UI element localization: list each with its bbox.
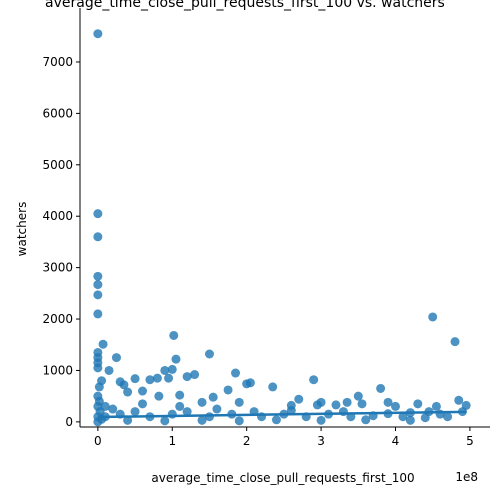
point xyxy=(294,394,304,404)
point xyxy=(145,375,155,385)
regression-line xyxy=(97,410,467,419)
y-tick-label: 6000 xyxy=(42,106,73,120)
point xyxy=(175,401,185,411)
point xyxy=(167,364,177,374)
point xyxy=(376,383,386,393)
point xyxy=(152,373,162,383)
point xyxy=(197,397,207,407)
point xyxy=(454,395,464,405)
point xyxy=(342,397,352,407)
point xyxy=(383,397,393,407)
x-tick-label: 5 xyxy=(466,434,474,448)
point xyxy=(93,271,103,281)
point xyxy=(93,29,103,39)
x-tick-label: 0 xyxy=(94,434,102,448)
y-tick-label: 4000 xyxy=(42,209,73,223)
point xyxy=(413,399,423,409)
point xyxy=(223,385,233,395)
point xyxy=(431,401,441,411)
point xyxy=(169,330,179,340)
point xyxy=(93,417,103,427)
point xyxy=(123,415,133,425)
point xyxy=(104,365,114,375)
point xyxy=(234,397,244,407)
point xyxy=(182,407,192,417)
point xyxy=(286,406,296,416)
point xyxy=(245,378,255,388)
point xyxy=(361,415,371,425)
point xyxy=(443,412,453,422)
point xyxy=(160,365,170,375)
y-tick-label: 0 xyxy=(65,415,73,429)
point xyxy=(93,363,103,373)
point xyxy=(93,391,103,401)
point xyxy=(154,391,164,401)
point xyxy=(164,373,174,383)
point xyxy=(171,354,181,364)
point xyxy=(190,370,200,380)
x-offset-label: 1e8 xyxy=(455,470,478,484)
point xyxy=(390,401,400,411)
y-axis-label: watchers xyxy=(15,202,29,257)
point xyxy=(93,309,103,319)
point xyxy=(405,415,415,425)
point xyxy=(93,290,103,300)
point xyxy=(111,353,121,363)
point xyxy=(108,404,118,414)
point xyxy=(175,390,185,400)
point xyxy=(182,372,192,382)
point xyxy=(197,415,207,425)
y-tick-label: 1000 xyxy=(42,363,73,377)
y-tick-label: 3000 xyxy=(42,261,73,275)
point xyxy=(331,400,341,410)
point xyxy=(428,312,438,322)
point xyxy=(316,397,326,407)
x-axis-label: average_time_close_pull_requests_first_1… xyxy=(151,471,414,485)
point xyxy=(398,412,408,422)
point xyxy=(98,339,108,349)
point xyxy=(93,401,103,411)
chart-title: average_time_close_pull_requests_first_1… xyxy=(45,0,445,11)
point xyxy=(353,391,363,401)
point xyxy=(93,280,103,290)
point xyxy=(420,413,430,423)
point xyxy=(167,409,177,419)
y-tick-label: 7000 xyxy=(42,55,73,69)
point xyxy=(316,415,326,425)
point xyxy=(93,232,103,242)
x-tick-label: 2 xyxy=(243,434,251,448)
x-tick-label: 1 xyxy=(168,434,176,448)
point xyxy=(130,374,140,384)
point xyxy=(212,404,222,414)
x-tick-label: 3 xyxy=(317,434,325,448)
point xyxy=(234,416,244,426)
point xyxy=(123,387,133,397)
point xyxy=(271,415,281,425)
point xyxy=(138,386,148,396)
point xyxy=(231,368,241,378)
y-tick-label: 5000 xyxy=(42,158,73,172)
point xyxy=(357,399,367,409)
point xyxy=(130,407,140,417)
point xyxy=(138,399,148,409)
point xyxy=(208,392,218,402)
point xyxy=(93,209,103,219)
point xyxy=(268,382,278,392)
point xyxy=(119,380,129,390)
point xyxy=(309,375,319,385)
point xyxy=(160,416,170,426)
y-tick-label: 2000 xyxy=(42,312,73,326)
point xyxy=(204,349,214,359)
point xyxy=(450,337,460,347)
x-tick-label: 4 xyxy=(392,434,400,448)
point xyxy=(97,376,107,386)
